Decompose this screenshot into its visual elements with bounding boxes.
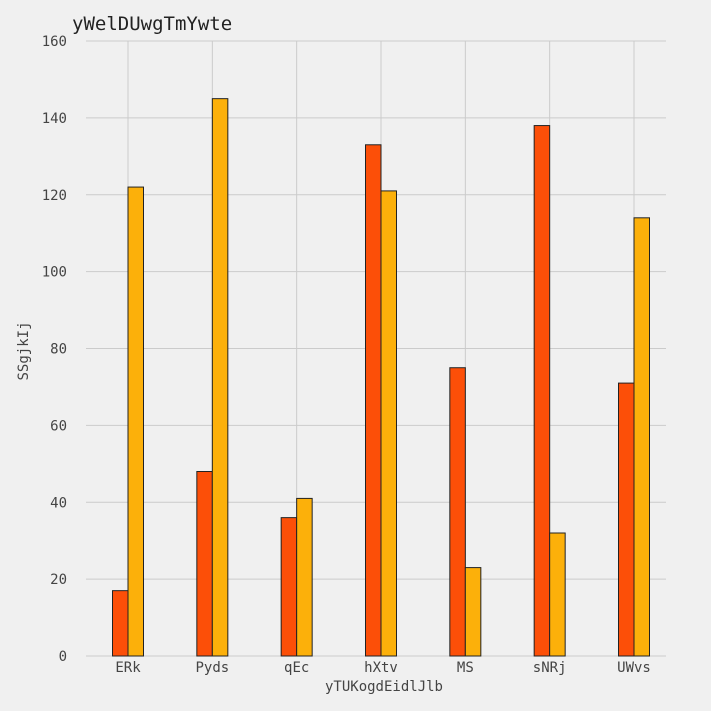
y-tick-label: 160 [42, 34, 67, 50]
x-axis-label: yTUKogdEidlJlb [325, 679, 443, 695]
bar-series-2-qEc [296, 497, 313, 657]
bar-series-1-qEc [280, 517, 298, 657]
y-tick-label: 80 [50, 342, 67, 358]
bar-series-2-hXtv [380, 190, 397, 657]
bar-series-1-UWvs [618, 382, 635, 657]
x-tick-label: qEc [284, 660, 309, 676]
bar-series-2-MS [464, 567, 482, 657]
x-tick-label: MS [457, 660, 474, 676]
bar-series-2-UWvs [633, 217, 650, 657]
y-tick-label: 20 [50, 572, 67, 588]
bar-series-2-Pyds [211, 98, 229, 657]
bar-series-1-ERk [112, 590, 129, 657]
x-tick-label: ERk [115, 660, 141, 676]
bar-series-1-hXtv [365, 144, 382, 657]
x-tick-label: sNRj [533, 660, 567, 676]
x-tick-label: hXtv [364, 660, 398, 676]
y-tick-label: 0 [59, 649, 67, 665]
bar-series-1-sNRj [533, 125, 551, 657]
y-tick-label: 40 [50, 495, 67, 511]
y-axis-ticks: 0 20 40 60 80 100 120 140 160 [42, 34, 67, 665]
bars [112, 98, 650, 657]
bar-series-2-sNRj [549, 532, 566, 657]
y-tick-label: 140 [42, 111, 67, 127]
y-tick-label: 120 [42, 188, 67, 204]
y-tick-label: 60 [50, 418, 67, 434]
y-axis-label: SSgjkIj [16, 321, 32, 380]
x-axis-ticks: ERk Pyds qEc hXtv MS sNRj UWvs [115, 660, 651, 676]
chart-title: yWelDUwgTmYwte [72, 13, 232, 35]
x-tick-label: Pyds [195, 660, 229, 676]
bar-series-2-ERk [127, 186, 144, 657]
y-tick-label: 100 [42, 265, 67, 281]
bar-series-1-Pyds [196, 471, 213, 657]
x-tick-label: UWvs [617, 660, 651, 676]
bar-series-1-MS [449, 367, 466, 657]
